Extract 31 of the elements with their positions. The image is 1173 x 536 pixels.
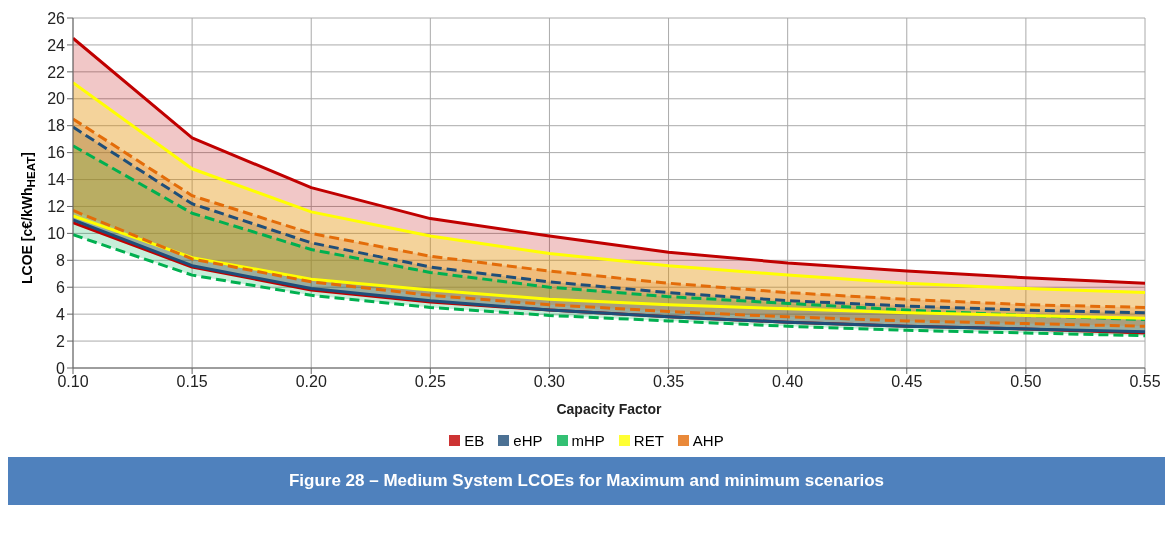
y-tick-label: 20 (47, 90, 66, 108)
line-series (73, 36, 1145, 285)
x-tick-label: 0.30 (533, 373, 566, 391)
x-axis-title: Capacity Factor (556, 401, 663, 417)
legend-label: EB (463, 432, 485, 449)
y-tick-label: 10 (47, 225, 66, 243)
y-tick-label: 26 (47, 9, 66, 27)
x-tick-label: 0.35 (652, 373, 685, 391)
y-tick-label: 4 (56, 305, 66, 323)
x-tick-label: 0.40 (772, 373, 804, 391)
y-tick-label: 18 (47, 117, 66, 135)
y-tick-label: 16 (47, 144, 66, 162)
y-tick-label: 6 (56, 278, 66, 296)
y-tick-label: 22 (47, 63, 66, 81)
legend-label: AHP (691, 432, 724, 449)
x-tick-label: 0.50 (1010, 373, 1042, 391)
x-tick-label: 0.25 (414, 373, 447, 391)
legend-label: RET (632, 432, 664, 449)
legend-label: mHP (570, 432, 605, 449)
y-tick-label: 24 (47, 36, 66, 54)
x-tick-label: 0.10 (57, 373, 89, 391)
x-tick-label: 0.45 (891, 373, 923, 391)
y-tick-label: 12 (47, 198, 66, 216)
y-tick-label: 14 (47, 171, 66, 189)
y-tick-label: 8 (56, 251, 66, 269)
text: Figure 28 – Medium System LCOEs for Maximum and minimum scenarios (8, 457, 1165, 505)
x-tick-label: 0.20 (295, 373, 327, 391)
y-tick-label: 2 (56, 332, 66, 350)
legend-label: eHP (512, 432, 543, 449)
x-tick-label: 0.15 (176, 373, 208, 391)
x-tick-label: 0.55 (1129, 373, 1161, 391)
